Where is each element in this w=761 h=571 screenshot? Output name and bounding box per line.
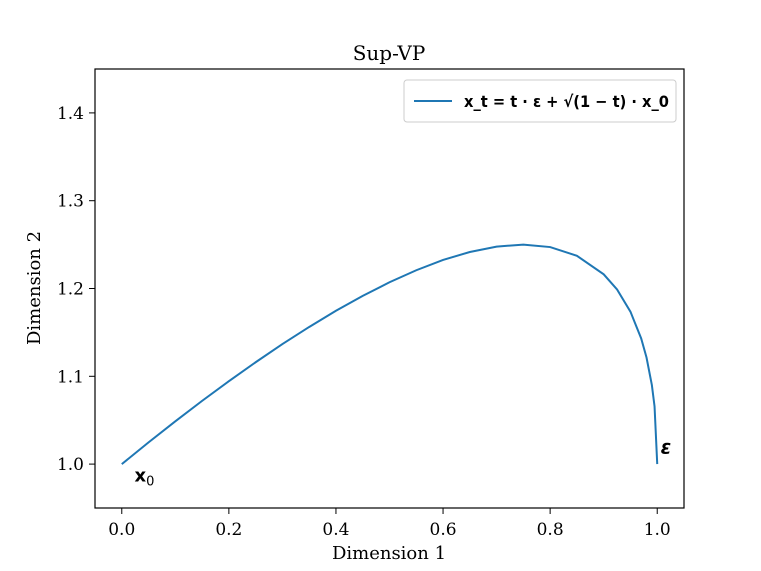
x-tick-label: 1.0: [644, 520, 671, 540]
annotation-epsilon-text: ε: [661, 436, 672, 458]
chart-title: Sup-VP: [353, 41, 426, 65]
y-tick-label: 1.3: [57, 192, 84, 212]
x-tick-label: 0.6: [430, 520, 457, 540]
annotation-x0: x0: [134, 466, 154, 490]
y-axis-label: Dimension 2: [24, 231, 45, 345]
x-tick-label: 0.0: [108, 520, 135, 540]
legend-box: [403, 79, 677, 123]
x-tick-label: 0.4: [322, 520, 349, 540]
y-tick-label: 1.2: [57, 280, 84, 300]
series-line-sup-vp: [121, 243, 659, 465]
y-tick-label: 1.0: [57, 455, 84, 475]
y-axis-ticks: 1.0 1.1 1.2 1.3 1.4: [57, 104, 95, 475]
svg-text:x0: x0: [134, 466, 154, 490]
legend: x_t = t · ε + √(1 − t) · x_0: [403, 79, 677, 123]
y-tick-label: 1.1: [57, 367, 84, 387]
x-tick-label: 0.2: [215, 520, 242, 540]
annotation-x0-subscript: 0: [146, 475, 154, 490]
legend-series-name: x_t = t · ε + √(1 − t) · x_0: [464, 92, 669, 111]
plot-area-frame: [94, 68, 685, 509]
y-tick-label: 1.4: [57, 104, 84, 124]
x-axis-ticks: 0.0 0.2 0.4 0.6 0.8 1.0: [108, 508, 671, 540]
x-axis-label: Dimension 1: [332, 543, 446, 564]
x-tick-label: 0.8: [537, 520, 564, 540]
annotation-x0-main: x: [134, 466, 146, 487]
annotation-epsilon: ε: [661, 436, 672, 458]
